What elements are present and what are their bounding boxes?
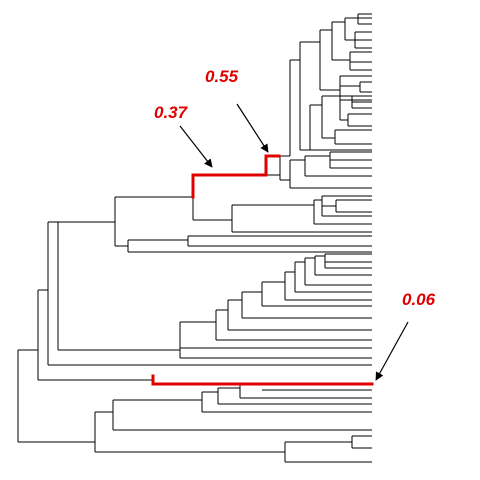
arrow-006 — [375, 321, 409, 381]
tree-branches — [17, 13, 372, 463]
highlighted-branches — [151, 154, 374, 386]
label-006: 0.06 — [402, 290, 436, 309]
highlight-branch-037 — [191, 173, 268, 199]
highlight-branch-006 — [151, 374, 374, 386]
arrow-055 — [236, 103, 269, 153]
highlight-branch-055 — [264, 154, 281, 177]
label-037: 0.37 — [154, 103, 189, 122]
label-055: 0.55 — [205, 67, 239, 86]
annotation-arrows — [179, 103, 409, 381]
arrow-037 — [179, 125, 213, 168]
